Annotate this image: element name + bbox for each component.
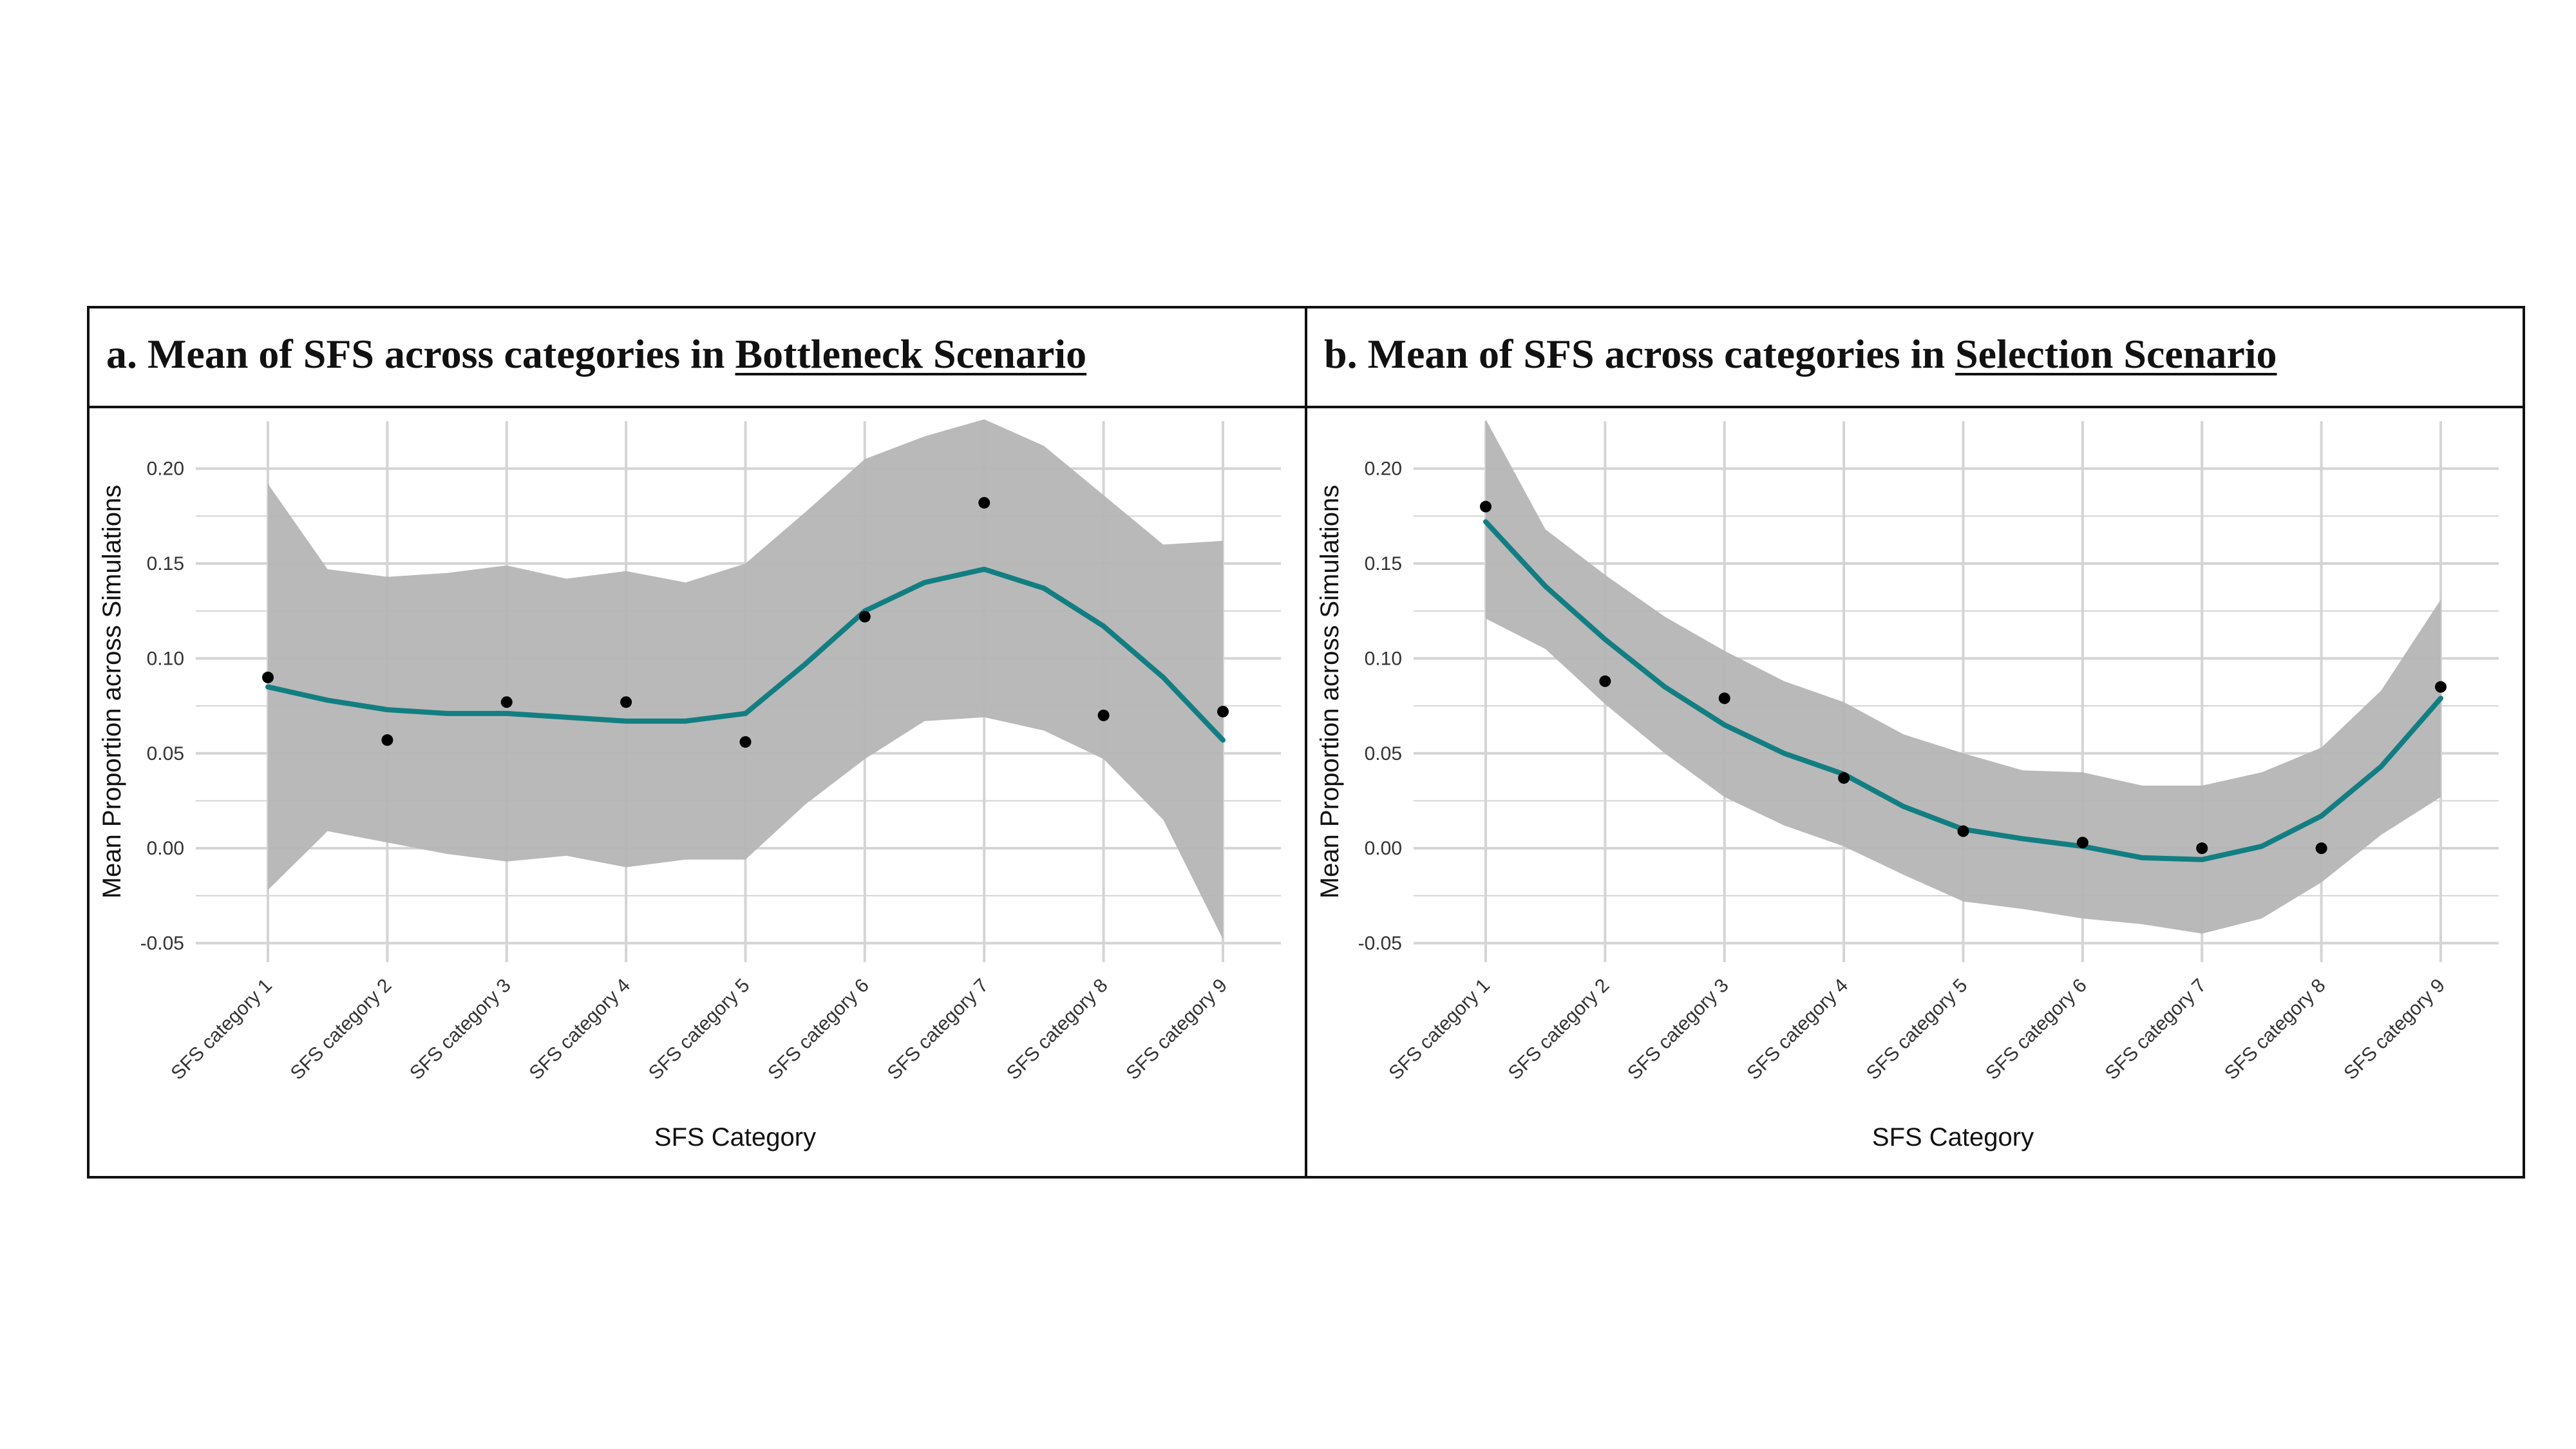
x-tick-label: SFS category 8 [1003, 975, 1112, 1084]
x-tick-label: SFS category 1 [1385, 975, 1494, 1084]
chart-title: a. Mean of SFS across categories in Bott… [106, 330, 1086, 378]
x-tick-label: SFS category 6 [1982, 975, 2091, 1084]
x-axis-title: SFS Category [654, 1123, 816, 1151]
chart-title-prefix: a. Mean of SFS across categories in [106, 331, 735, 377]
x-tick-label: SFS category 7 [2101, 975, 2211, 1084]
y-tick-label: -0.05 [140, 933, 184, 954]
y-tick-label: 0.15 [1365, 553, 1402, 574]
y-tick-label: 0.05 [1365, 743, 1402, 764]
x-tick-label: SFS category 7 [884, 975, 993, 1084]
y-tick-label: 0.10 [147, 648, 184, 669]
data-point [1599, 675, 1611, 687]
smooth-fit-line [265, 566, 1226, 743]
x-tick-label: SFS category 6 [764, 975, 873, 1084]
x-tick-label: SFS category 4 [526, 975, 635, 1084]
y-tick-label: 0.10 [1365, 648, 1402, 669]
data-point [2196, 842, 2208, 855]
x-tick-label: SFS category 5 [1862, 975, 1972, 1084]
data-point [858, 611, 871, 623]
data-point [500, 696, 513, 708]
confidence-band [268, 419, 1223, 940]
panel-selection: b. Mean of SFS across categories in Sele… [1305, 306, 2525, 1179]
data-point [620, 696, 632, 708]
chart-title-scenario: Bottleneck Scenario [735, 331, 1087, 377]
x-tick-label: SFS category 9 [2340, 975, 2449, 1084]
y-tick-label: 0.15 [147, 553, 184, 574]
x-tick-label: SFS category 1 [167, 975, 276, 1084]
data-point [381, 734, 393, 746]
y-tick-label: 0.00 [147, 838, 184, 859]
panel-bottleneck: a. Mean of SFS across categories in Bott… [87, 306, 1307, 1179]
x-tick-label: SFS category 8 [2221, 975, 2330, 1084]
y-tick-label: 0.20 [147, 459, 184, 480]
y-tick-label: -0.05 [1358, 933, 1402, 954]
x-tick-label: SFS category 9 [1122, 975, 1231, 1084]
x-tick-label: SFS category 4 [1743, 975, 1853, 1084]
data-point [1097, 709, 1110, 721]
y-axis-title: Mean Proportion across Simulations [98, 485, 126, 899]
x-tick-label: SFS category 3 [1624, 975, 1733, 1084]
data-point [1838, 772, 1850, 784]
confidence-band [1486, 419, 2441, 934]
x-tick-label: SFS category 3 [406, 975, 515, 1084]
x-tick-label: SFS category 5 [645, 975, 754, 1084]
data-point [2435, 681, 2447, 693]
data-point [739, 736, 752, 748]
data-point [2076, 837, 2088, 849]
chart-title: b. Mean of SFS across categories in Sele… [1324, 330, 2277, 378]
y-axis-title: Mean Proportion across Simulations [1316, 485, 1344, 899]
data-point [1480, 500, 1492, 513]
chart-title-prefix: b. Mean of SFS across categories in [1324, 331, 1956, 377]
data-point [1217, 705, 1229, 717]
data-point [2315, 842, 2327, 855]
data-point [1718, 692, 1730, 705]
data-point [1957, 825, 1969, 837]
panel-header: a. Mean of SFS across categories in Bott… [90, 308, 1305, 408]
panel-header: b. Mean of SFS across categories in Sele… [1307, 308, 2523, 408]
y-tick-label: 0.20 [1365, 459, 1402, 480]
data-point [978, 497, 990, 509]
data-point [262, 671, 274, 683]
x-tick-label: SFS category 2 [287, 975, 396, 1084]
chart-title-scenario: Selection Scenario [1955, 331, 2277, 377]
x-axis-title: SFS Category [1872, 1123, 2034, 1151]
x-tick-label: SFS category 2 [1504, 975, 1614, 1084]
y-tick-label: 0.05 [147, 743, 184, 764]
y-tick-label: 0.00 [1365, 838, 1402, 859]
